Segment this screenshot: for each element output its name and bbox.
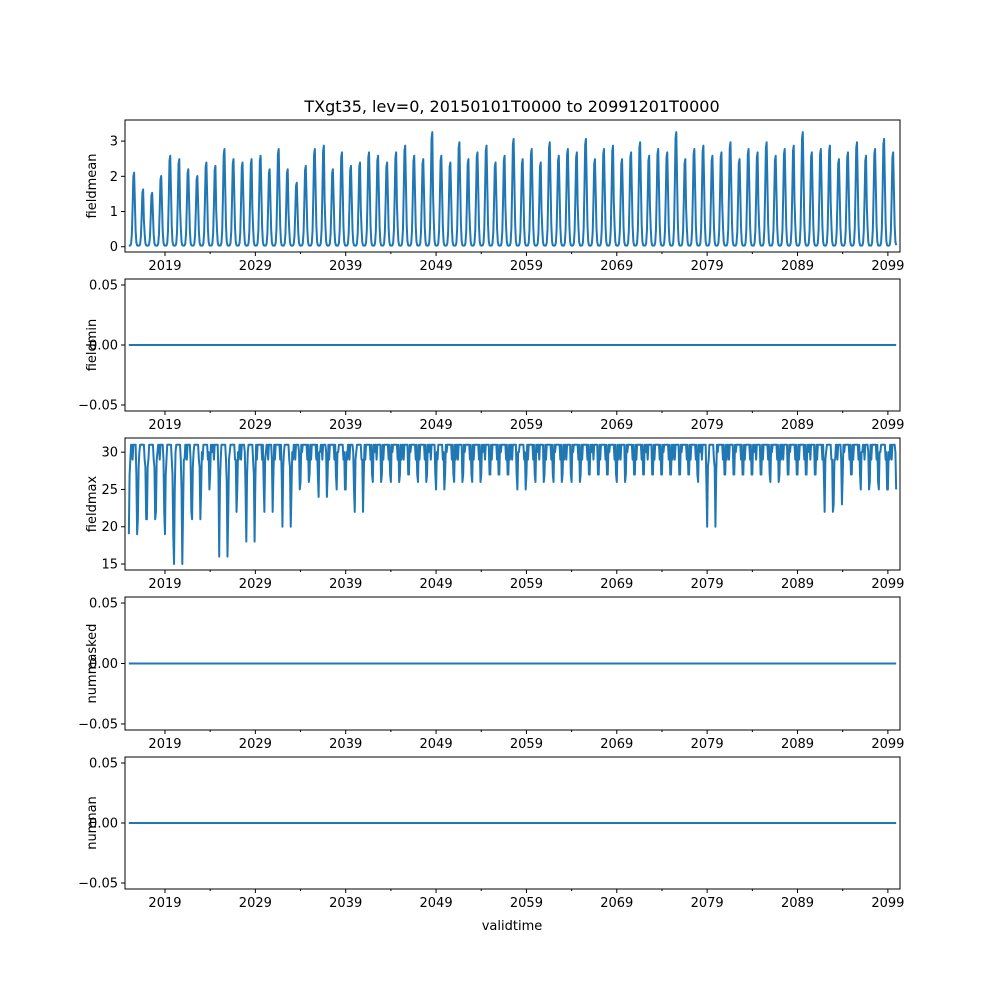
x-tick-label: 2049	[420, 577, 453, 592]
y-axis-label: numnan	[85, 796, 100, 850]
panel-fieldmean: 0 1 2 3 2019 2029 2039 2049 2059 2069 2079 2089 2099…	[85, 119, 904, 274]
y-tick-label: −0.05	[78, 717, 118, 732]
panels: 0 1 2 3 2019 2029 2039 2049 2059 2069 2079 2089 2099…	[78, 119, 904, 911]
x-tick-label: 2019	[148, 259, 181, 274]
x-tick-label: 2099	[871, 896, 904, 911]
panel-fieldmax: 15 20 25 30 2019 2029 2039 2049 2059 2069 2079 2089…	[85, 437, 904, 592]
x-tick-label: 2089	[781, 737, 814, 752]
x-tick-label: 2059	[510, 577, 543, 592]
x-tick-label: 2029	[239, 259, 272, 274]
x-tick-label: 2079	[691, 259, 724, 274]
x-tick-label: 2069	[600, 737, 633, 752]
x-tick-label: 2019	[148, 737, 181, 752]
panel-nummasked: −0.05 0.00 0.05 2019 2029 2039 2049 2059 2069 207…	[78, 596, 904, 752]
fieldmax-axes-frame	[124, 437, 901, 571]
x-tick-label: 2079	[691, 577, 724, 592]
y-tick-label: −0.05	[78, 399, 118, 414]
y-axis-label: fieldmin	[85, 319, 100, 372]
x-tick-label: 2089	[781, 896, 814, 911]
y-tick-label: 0.05	[89, 279, 118, 294]
x-tick-label: 2019	[148, 896, 181, 911]
y-tick-label: 30	[101, 446, 118, 461]
y-tick-label: 0.00	[89, 817, 118, 832]
x-tick-label: 2059	[510, 418, 543, 433]
x-tick-label: 2019	[148, 577, 181, 592]
x-tick-label: 2069	[600, 418, 633, 433]
fieldmean-series-line	[128, 131, 898, 247]
x-tick-label: 2049	[420, 418, 453, 433]
x-tick-label: 2039	[329, 418, 362, 433]
x-axis-label: validtime	[482, 919, 543, 934]
x-tick-label: 2059	[510, 896, 543, 911]
y-tick-label: 0.00	[89, 657, 118, 672]
y-axis-label: fieldmax	[85, 476, 100, 533]
x-tick-label: 2039	[329, 737, 362, 752]
x-tick-label: 2089	[781, 259, 814, 274]
x-tick-label: 2099	[871, 418, 904, 433]
y-tick-label: 1	[110, 205, 118, 220]
x-tick-label: 2089	[781, 418, 814, 433]
x-tick-label: 2039	[329, 896, 362, 911]
x-tick-label: 2029	[239, 418, 272, 433]
y-tick-label: 0	[110, 240, 118, 255]
x-tick-label: 2079	[691, 896, 724, 911]
y-tick-label: 3	[110, 135, 118, 150]
x-tick-label: 2069	[600, 896, 633, 911]
x-tick-label: 2039	[329, 577, 362, 592]
x-tick-label: 2049	[420, 896, 453, 911]
y-tick-label: 0.00	[89, 339, 118, 354]
x-tick-label: 2069	[600, 577, 633, 592]
x-tick-label: 2019	[148, 418, 181, 433]
x-tick-label: 2029	[239, 896, 272, 911]
x-tick-label: 2029	[239, 737, 272, 752]
fieldmean-axes-frame	[124, 119, 901, 253]
fieldmax-series-line	[127, 443, 898, 566]
y-axis-label: fieldmean	[85, 154, 100, 219]
y-axis-label: nummasked	[85, 624, 100, 704]
y-tick-label: 2	[110, 170, 118, 185]
y-tick-label: 0.05	[89, 757, 118, 772]
panel-fieldmin: −0.05 0.00 0.05 2019 2029 2039 2049 2059 2069 207…	[78, 278, 904, 433]
x-tick-label: 2079	[691, 737, 724, 752]
chart-title: TXgt35, lev=0, 20150101T0000 to 20991201…	[303, 97, 719, 116]
x-tick-label: 2079	[691, 418, 724, 433]
x-tick-label: 2039	[329, 259, 362, 274]
x-tick-label: 2099	[871, 259, 904, 274]
x-tick-label: 2069	[600, 259, 633, 274]
x-tick-label: 2029	[239, 577, 272, 592]
x-tick-label: 2089	[781, 577, 814, 592]
x-tick-label: 2049	[420, 737, 453, 752]
x-tick-label: 2099	[871, 737, 904, 752]
y-tick-label: 0.05	[89, 597, 118, 612]
x-tick-label: 2099	[871, 577, 904, 592]
y-tick-label: 20	[101, 520, 118, 535]
x-tick-label: 2059	[510, 259, 543, 274]
y-tick-label: 25	[101, 483, 118, 498]
x-tick-label: 2049	[420, 259, 453, 274]
y-tick-label: −0.05	[78, 877, 118, 892]
y-tick-label: 15	[101, 558, 118, 573]
panel-numnan: −0.05 0.00 0.05 2019 2029 2039 2049 2059 2069 207…	[78, 756, 904, 911]
x-tick-label: 2059	[510, 737, 543, 752]
